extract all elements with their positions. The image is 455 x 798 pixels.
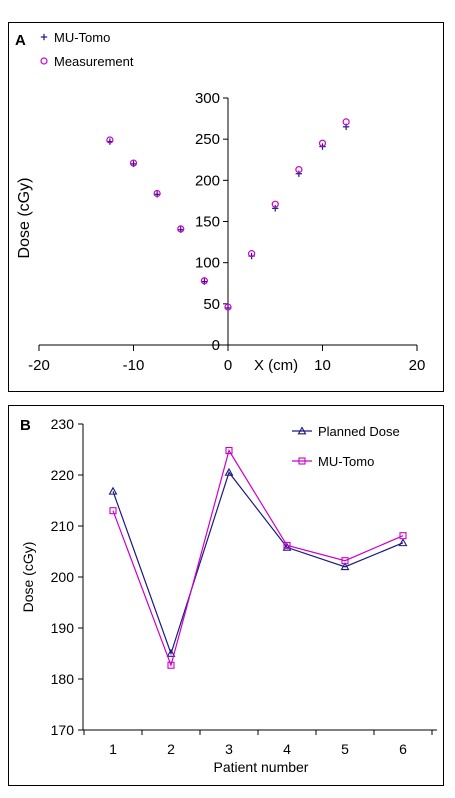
y-tick-label: 180 <box>51 671 75 687</box>
x-tick-label: 3 <box>225 741 233 757</box>
data-point <box>295 170 303 177</box>
x-tick-label: -10 <box>123 357 145 374</box>
legend-marker <box>40 57 48 65</box>
data-point <box>225 446 233 455</box>
data-point <box>224 303 232 311</box>
legend-label: MU-Tomo <box>54 30 110 45</box>
data-point <box>318 139 327 147</box>
x-axis-title: X (cm) <box>254 357 298 374</box>
y-tick-label: 300 <box>195 90 220 107</box>
data-point <box>248 250 256 258</box>
data-point <box>129 159 138 167</box>
y-tick-label: 170 <box>51 722 75 738</box>
data-point <box>224 467 234 476</box>
series-line <box>112 471 404 656</box>
data-point <box>282 542 292 551</box>
y-tick-label: 230 <box>51 416 75 432</box>
data-point <box>177 225 185 233</box>
x-tick-label: 6 <box>399 741 407 757</box>
y-tick-label: 200 <box>51 569 75 585</box>
legend-label: Planned Dose <box>318 424 400 439</box>
legend-marker <box>297 426 307 435</box>
data-point <box>166 648 176 657</box>
chart-panel-a: A -20 -10 0 10 20 0 50 100 150 200 250 300 X (cm) Dose… <box>8 22 444 392</box>
series-line <box>112 449 404 668</box>
y-tick-label: 50 <box>203 296 220 313</box>
x-tick-label: -20 <box>28 357 50 374</box>
y-tick-label: 200 <box>195 172 220 189</box>
y-axis-title: Dose (cGy) <box>16 178 33 259</box>
y-tick-label: 0 <box>212 337 220 354</box>
data-point <box>295 166 303 174</box>
data-point <box>399 532 407 540</box>
panel-label: A <box>15 32 26 49</box>
data-point <box>106 136 114 144</box>
data-point <box>153 189 161 198</box>
data-point <box>340 562 350 571</box>
data-point <box>200 277 208 285</box>
data-point <box>283 541 291 549</box>
data-point <box>272 205 279 212</box>
y-axis-title: Dose (cGy) <box>20 542 36 613</box>
data-point <box>108 486 118 495</box>
x-axis-title: Patient number <box>214 759 309 775</box>
legend-marker <box>40 33 48 41</box>
legend-marker <box>298 457 306 465</box>
x-tick-label: 10 <box>314 357 331 374</box>
x-tick-label: 20 <box>409 357 426 374</box>
x-tick-label: 5 <box>341 741 349 757</box>
data-point <box>109 507 117 515</box>
data-point <box>342 118 350 126</box>
patient-dose-chart: B 170 180 190 200 210 220 230 1 2 3 4 5 6 Patient numb… <box>20 416 437 775</box>
x-tick-label: 0 <box>224 357 232 374</box>
x-tick-label: 1 <box>109 741 117 757</box>
legend-label: MU-Tomo <box>318 454 374 469</box>
chart-panel-b: B 170 180 190 200 210 220 230 1 2 3 4 5 6 Patient numb… <box>8 405 444 786</box>
panel-label: B <box>20 417 31 434</box>
y-tick-label: 250 <box>195 131 220 148</box>
data-point <box>167 661 175 669</box>
y-tick-label: 190 <box>51 620 75 636</box>
data-point <box>341 557 349 565</box>
y-tick-label: 100 <box>195 255 220 272</box>
data-point <box>271 200 279 208</box>
y-tick-label: 210 <box>51 518 75 534</box>
x-tick-label: 4 <box>283 741 291 757</box>
x-tick-label: 2 <box>167 741 175 757</box>
data-point <box>398 538 408 547</box>
y-tick-label: 150 <box>195 214 220 231</box>
legend-label: Measurement <box>54 54 134 69</box>
y-tick-label: 220 <box>51 467 75 483</box>
